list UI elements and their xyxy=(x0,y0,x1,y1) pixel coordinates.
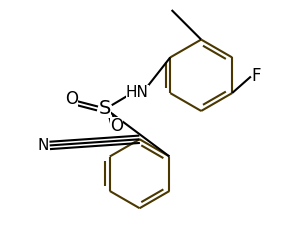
Text: F: F xyxy=(252,67,261,85)
Text: O: O xyxy=(111,118,123,135)
Text: S: S xyxy=(99,99,111,118)
Text: N: N xyxy=(38,138,49,153)
Text: HN: HN xyxy=(126,85,148,100)
Text: O: O xyxy=(65,90,78,108)
